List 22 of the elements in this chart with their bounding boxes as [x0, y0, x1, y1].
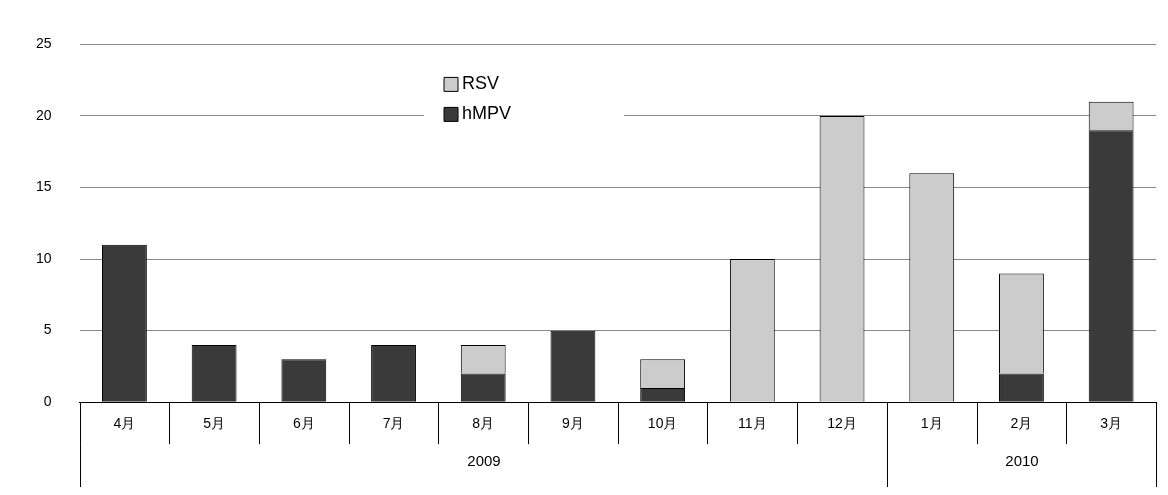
x-tick-label: 3月 — [1100, 415, 1123, 432]
x-tick-label: 8月 — [472, 415, 495, 432]
x-tick-label: 6月 — [292, 415, 315, 432]
y-tick-label: 20 — [35, 106, 52, 123]
x-tick-label: 2月 — [1010, 415, 1033, 432]
legend-label: hMPV — [462, 103, 512, 124]
x-tick-label: 5月 — [203, 415, 226, 432]
y-tick-label: 5 — [43, 321, 52, 338]
y-tick-label: 10 — [35, 249, 52, 266]
y-tick-label: 15 — [35, 178, 52, 195]
y-tick-label: 0 — [43, 393, 52, 410]
legend-label: RSV — [462, 73, 500, 94]
x-tick-label: 12月 — [827, 415, 857, 432]
x-tick-label: 1月 — [920, 415, 943, 432]
text: 2010 — [1005, 452, 1039, 470]
x-tick-label: 11月 — [738, 415, 767, 432]
y-tick-label: 25 — [35, 35, 52, 52]
x-tick-label: 10月 — [647, 415, 678, 432]
x-tick-label: 4月 — [113, 415, 136, 432]
x-tick-label: 9月 — [562, 415, 584, 432]
text: 2009 — [467, 452, 501, 470]
x-tick-label: 7月 — [382, 415, 405, 432]
